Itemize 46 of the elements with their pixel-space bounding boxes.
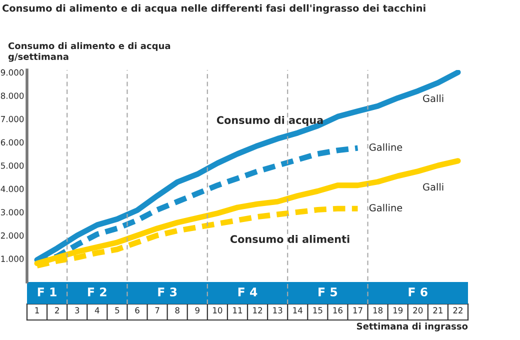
- y-tick-label: 4.000: [0, 186, 24, 192]
- text: F 5: [318, 288, 338, 296]
- x-tick-label: 17: [353, 307, 362, 314]
- x-tick-label: 9: [195, 307, 200, 314]
- x-tick-label: 2: [55, 307, 59, 314]
- x-axis-title: Settimana di ingrasso: [356, 322, 468, 332]
- y-tick-label: 1.000: [1, 256, 24, 262]
- series-label: Galli: [423, 94, 444, 102]
- x-tick-label: 11: [233, 307, 242, 314]
- series-label: Galli: [423, 183, 444, 191]
- x-tick-label: 15: [313, 307, 322, 314]
- x-tick-label: 22: [453, 307, 462, 314]
- x-tick-label: 20: [413, 307, 423, 314]
- series-label: Galline: [369, 204, 402, 212]
- x-tick-label: 1: [35, 307, 39, 314]
- x-tick-label: 12: [253, 307, 262, 314]
- x-tick-label: 19: [393, 307, 403, 314]
- y-tick-label: 2.000: [0, 232, 24, 239]
- y-tick-label: 6.000: [0, 139, 24, 146]
- x-tick-label: 13: [273, 307, 282, 314]
- x-tick-label: 7: [155, 307, 160, 314]
- text: F 2: [88, 287, 106, 296]
- y-axis-title: Consumo di alimento e di acqua g/settimana: [8, 42, 170, 62]
- y-tick-label: 7.000: [1, 116, 24, 122]
- x-tick-label: 4: [94, 307, 100, 314]
- x-tick-label: 21: [433, 307, 442, 314]
- annotation: Consumo di acqua: [216, 116, 323, 126]
- x-tick-label: 18: [373, 307, 383, 314]
- text: F 4: [238, 288, 258, 296]
- text: F 1: [38, 288, 56, 296]
- y-tick-label: 5.000: [1, 162, 24, 169]
- x-tick-label: 5: [115, 307, 120, 314]
- x-tick-label: 6: [135, 307, 140, 314]
- x-tick-label: 8: [175, 307, 180, 314]
- y-tick-label: 3.000: [1, 209, 24, 216]
- x-tick-label: 3: [75, 307, 80, 314]
- x-tick-label: 14: [293, 307, 302, 314]
- text: F 6: [408, 288, 428, 296]
- y-tick-label: 9.000: [0, 69, 24, 76]
- series-label: Galline: [369, 143, 402, 151]
- annotation: Consumo di alimenti: [230, 234, 350, 244]
- x-tick-label: 10: [213, 307, 222, 314]
- chart-title: Consumo di alimento e di acqua nelle differenti fasi dell'ingrasso dei tacchini: [2, 4, 426, 14]
- y-tick-label: 8.000: [0, 92, 24, 99]
- text: F 3: [158, 287, 177, 296]
- x-tick-label: 16: [333, 307, 342, 314]
